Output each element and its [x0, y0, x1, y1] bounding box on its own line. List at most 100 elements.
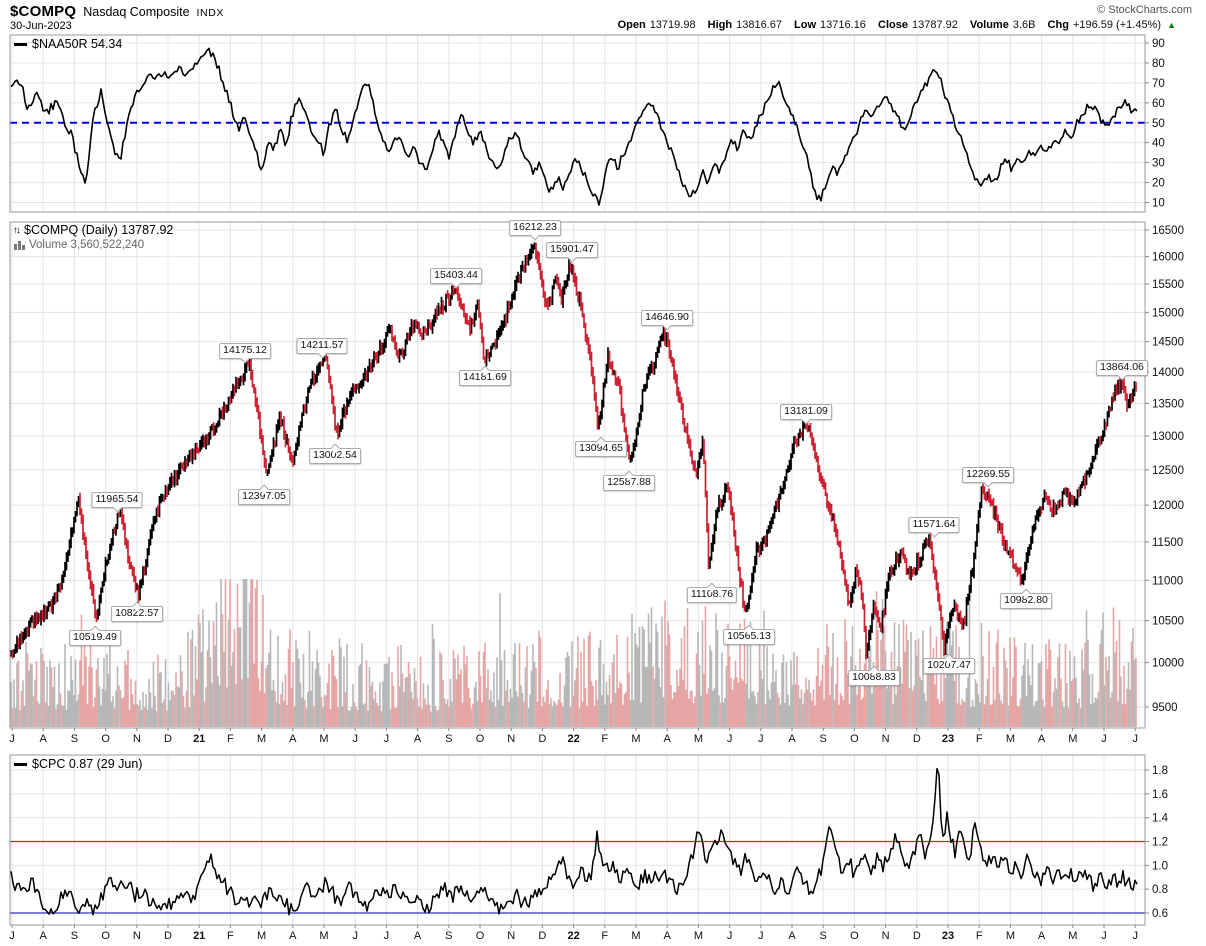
x-axis-month-label: N: [507, 930, 515, 942]
x-axis-month-label: M: [1006, 930, 1015, 942]
stockcharts-credit: © StockCharts.com: [1097, 4, 1192, 16]
price-annotation: 10207.47: [923, 658, 975, 674]
price-annotation: 11965.54: [91, 492, 143, 508]
x-axis-month-label: J: [727, 733, 733, 745]
x-axis-month-label: A: [414, 930, 422, 942]
x-axis-month-label: 23: [942, 930, 954, 942]
price-annotation: 10982.80: [1000, 593, 1052, 609]
y-axis-tick-label: 1.4: [1152, 813, 1169, 825]
x-axis-month-label: M: [319, 733, 328, 745]
price-bars-up: [10, 242, 1136, 659]
chart-header: $COMPQ Nasdaq Composite INDX: [10, 3, 224, 21]
y-axis-tick-label: 40: [1152, 138, 1165, 150]
x-axis-month-label: J: [1101, 733, 1107, 745]
price-annotation: 12397.05: [238, 489, 290, 505]
x-axis-month-label: M: [694, 733, 703, 745]
x-axis-month-label: A: [788, 733, 796, 745]
price-annotation: 13002.54: [309, 448, 361, 464]
x-axis-month-label: D: [164, 930, 172, 942]
price-annotation: 10519.49: [69, 630, 121, 646]
y-axis-tick-label: 15000: [1152, 307, 1184, 319]
x-axis-month-label: A: [40, 930, 48, 942]
y-axis-tick-label: 60: [1152, 98, 1165, 110]
y-axis-tick-label: 1.8: [1152, 765, 1168, 777]
x-axis-month-label: J: [1101, 930, 1107, 942]
panel-border: [9, 754, 1146, 926]
price-annotation: 11571.64: [908, 517, 960, 533]
y-axis-tick-label: 1.6: [1152, 789, 1168, 801]
y-axis-tick-label: 11000: [1152, 575, 1183, 587]
y-axis-tick-label: 0.6: [1152, 908, 1168, 920]
y-axis-tick-label: 12500: [1152, 465, 1184, 477]
price-annotation: 16212.23: [509, 220, 561, 236]
x-axis-month-label: A: [664, 930, 672, 942]
naa50r-line: [10, 47, 1138, 206]
volume-label: Volume: [969, 19, 1009, 31]
x-axis-month-label: J: [1132, 733, 1138, 745]
low-value: 13716.16: [820, 19, 866, 31]
x-axis-month-label: F: [976, 733, 983, 745]
x-axis-month-label: A: [1038, 733, 1046, 745]
x-axis-month-label: O: [476, 733, 485, 745]
compq-legend-text: $COMPQ (Daily) 13787.92: [24, 223, 174, 237]
x-axis-month-label: O: [850, 733, 859, 745]
y-axis-tick-label: 11500: [1152, 537, 1183, 549]
x-axis-month-label: F: [976, 930, 983, 942]
open-value: 13719.98: [649, 19, 696, 31]
price-annotation: 10565.13: [723, 629, 775, 645]
x-axis-month-label: A: [289, 733, 297, 745]
panel-border: [9, 221, 1146, 729]
x-axis-month-label: 21: [193, 930, 205, 942]
x-axis-month-label: F: [227, 930, 234, 942]
x-axis-month-label: A: [289, 930, 297, 942]
y-axis-tick-label: 20: [1152, 178, 1165, 190]
compq-legend: ↑↓ $COMPQ (Daily) 13787.92: [13, 223, 173, 237]
x-axis-month-label: J: [9, 930, 15, 942]
naa50r-legend: $NAA50R 54.34: [14, 37, 122, 51]
volume-legend-text: Volume 3,560,522,240: [29, 239, 145, 251]
x-axis-month-label: J: [384, 733, 390, 745]
x-axis-month-label: M: [1068, 930, 1077, 942]
y-axis-tick-label: 16000: [1152, 252, 1184, 264]
price-annotation: 14175.12: [219, 343, 271, 359]
x-axis-month-label: A: [1038, 930, 1046, 942]
cpc-line: [10, 767, 1138, 916]
y-axis-tick-label: 14500: [1152, 337, 1184, 349]
quote-strip: Open 13719.98 High 13816.67 Low 13716.16 Cl…: [618, 19, 1176, 31]
x-axis-month-label: N: [507, 733, 515, 745]
x-axis-month-label: M: [631, 930, 640, 942]
x-axis-month-label: D: [913, 733, 921, 745]
x-axis-month-label: O: [850, 930, 859, 942]
chg-label: Chg: [1047, 19, 1069, 31]
x-axis-month-label: O: [101, 733, 110, 745]
volume-bars-icon: [14, 241, 25, 250]
y-axis-tick-label: 10000: [1152, 658, 1184, 670]
symbol-name: Nasdaq Composite: [83, 5, 190, 19]
panel-border: [9, 34, 1146, 213]
y-axis-tick-label: 50: [1152, 118, 1165, 130]
x-axis-month-label: M: [1006, 733, 1015, 745]
x-axis-month-label: J: [9, 733, 15, 745]
y-axis-tick-label: 13500: [1152, 398, 1184, 410]
price-annotation: 12587.88: [603, 475, 655, 491]
price-annotation: 14181.69: [459, 370, 511, 386]
volume-bars-up: [10, 579, 1136, 727]
x-axis-month-label: 21: [193, 733, 205, 745]
low-label: Low: [794, 19, 817, 31]
y-axis-tick-label: 90: [1152, 38, 1165, 50]
x-axis-month-label: J: [758, 733, 764, 745]
cpc-legend-text: $CPC 0.87 (29 Jun): [32, 757, 143, 771]
naa50r-legend-text: $NAA50R 54.34: [32, 37, 123, 51]
line-swatch-icon: [14, 762, 27, 766]
y-axis-tick-label: 13000: [1152, 431, 1184, 443]
price-annotation: 11108.76: [686, 587, 738, 603]
up-down-arrows-icon: ↑↓: [13, 224, 21, 236]
cpc-legend: $CPC 0.87 (29 Jun): [14, 757, 142, 771]
price-annotation: 15403.44: [430, 268, 482, 284]
price-annotation: 13181.09: [780, 404, 832, 420]
price-annotation: 10088.83: [848, 670, 900, 686]
x-axis-month-label: F: [227, 733, 234, 745]
price-annotation: 13094.65: [575, 441, 627, 457]
